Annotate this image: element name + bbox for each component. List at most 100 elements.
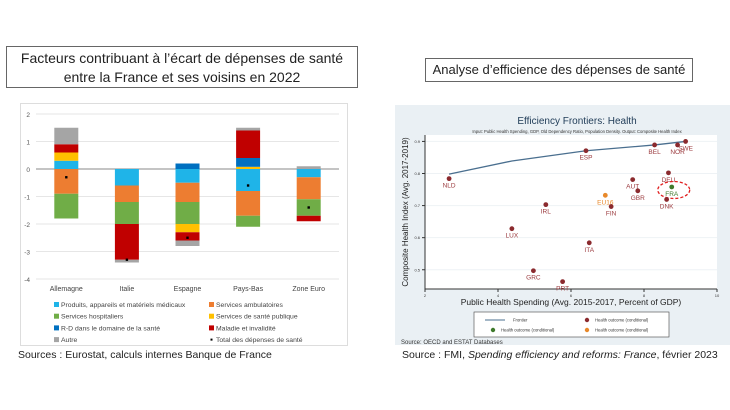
point-nld — [446, 176, 452, 182]
point-label: NOR — [670, 149, 685, 156]
total-marker — [65, 176, 68, 179]
point-label: BEL — [648, 149, 661, 156]
legend-swatch — [209, 325, 214, 331]
point-fra — [669, 184, 675, 190]
legend-swatch — [209, 313, 214, 319]
legend-swatch — [210, 338, 213, 341]
bar-segment — [54, 193, 79, 219]
point-label: LUX — [506, 233, 519, 240]
x-tick-label: 10 — [715, 293, 720, 298]
point-label: DEU — [662, 177, 676, 184]
bar-segment — [175, 182, 200, 202]
y-tick-label: -2 — [24, 222, 30, 229]
bar-segment — [236, 130, 261, 158]
bar-segment — [175, 232, 200, 241]
bar-segment — [54, 169, 79, 194]
legend-swatch — [54, 337, 59, 343]
bar-segment — [175, 224, 200, 233]
right-source-suffix: , février 2023 — [656, 349, 718, 361]
chart-source: Source: OECD and ESTAT Databases — [401, 340, 503, 345]
x-tick-label: Zone Euro — [292, 286, 325, 293]
y-tick-label: 0.8 — [414, 171, 420, 176]
y-tick-label: 0.9 — [414, 139, 420, 144]
legend-label: Services ambulatoires — [216, 302, 283, 309]
point-gbr — [635, 188, 641, 194]
legend-swatch — [209, 302, 214, 307]
bar-segment — [54, 144, 79, 153]
x-tick-label: Pays-Bas — [233, 286, 263, 293]
point-eu16 — [602, 192, 608, 198]
point-label: FRA — [665, 191, 679, 198]
highlight-circle — [657, 180, 691, 200]
bar-segment — [54, 127, 79, 145]
y-axis-label: Composite Health Index (Avg. 2017-2019) — [401, 137, 410, 287]
legend-label: Autre — [61, 337, 77, 344]
right-title: Analyse d’efficience des dépenses de san… — [425, 58, 693, 82]
bar-segment — [296, 177, 321, 200]
point-dnk — [664, 197, 670, 202]
point-label: DNK — [660, 203, 674, 210]
chart-subtitle: Input: Public Health Spending, GDP, Old … — [472, 129, 682, 134]
bar-segment — [54, 160, 79, 169]
bar-segment — [236, 127, 261, 131]
y-tick-label: -3 — [24, 250, 30, 257]
bar-segment — [114, 169, 139, 186]
point-label: SWE — [678, 145, 693, 152]
right-source-prefix: Source : FMI, — [402, 349, 468, 361]
legend-swatch — [54, 313, 59, 319]
legend-label: Health outcome (conditional) — [595, 328, 649, 333]
x-tick-label: 8 — [643, 293, 646, 298]
point-label: ITA — [584, 247, 594, 254]
point-label: NLD — [443, 183, 456, 190]
bar-segment — [54, 152, 79, 161]
point-fin — [608, 204, 614, 209]
point-label: PRT — [556, 286, 569, 293]
total-marker — [186, 236, 189, 239]
bar-segment — [175, 202, 200, 224]
y-tick-label: 0.5 — [414, 267, 420, 272]
bar-segment — [296, 166, 321, 169]
efficiency-frontier-chart: Efficiency Frontiers: Health Input: Publi… — [395, 105, 730, 346]
bar-segment — [114, 224, 139, 260]
bar-segment — [236, 158, 261, 167]
legend-label: Health outcome (conditional) — [595, 318, 649, 323]
chart-title: Efficiency Frontiers: Health — [517, 116, 636, 127]
point-irl — [543, 202, 549, 208]
point-lux — [509, 226, 515, 232]
legend-dot — [490, 327, 496, 333]
x-tick-label: Italie — [120, 286, 135, 293]
point-bel — [652, 142, 657, 148]
bar-segment — [236, 169, 261, 191]
x-tick-label: 2 — [424, 293, 427, 298]
legend-dot — [584, 327, 590, 333]
y-tick-label: -4 — [24, 277, 30, 284]
legend-label: Health outcome (conditional) — [501, 328, 555, 333]
point-grc — [531, 268, 536, 274]
total-marker — [246, 184, 250, 187]
x-tick-label: Allemagne — [50, 286, 83, 293]
right-source: Source : FMI, Spending efficiency and re… — [402, 349, 718, 361]
point-label: GRC — [526, 275, 541, 282]
legend-label: Frontier — [513, 318, 528, 323]
legend-label: Produits, appareils et matériels médicau… — [61, 302, 186, 309]
plot-area — [425, 135, 717, 289]
point-aut — [630, 177, 636, 182]
x-tick-label: 6 — [570, 293, 573, 298]
point-label: IRL — [541, 209, 552, 216]
legend-label: Services de santé publique — [216, 314, 298, 321]
bar-segment — [236, 215, 261, 227]
y-tick-label: 2 — [26, 112, 30, 119]
x-axis-label: Public Health Spending (Avg. 2015-2017, … — [461, 297, 682, 307]
point-ita — [586, 240, 592, 246]
legend-label: R-D dans le domaine de la santé — [61, 325, 160, 332]
bar-segment — [296, 215, 321, 222]
y-tick-label: 1 — [26, 140, 30, 147]
y-tick-label: 0.6 — [414, 235, 420, 240]
left-source: Sources : Eurostat, calculs internes Ban… — [18, 349, 272, 361]
point-prt — [560, 279, 566, 285]
point-swe — [683, 139, 689, 144]
total-marker — [307, 206, 310, 209]
x-tick-label: Espagne — [174, 286, 202, 293]
legend-swatch — [54, 325, 59, 331]
point-label: GBR — [631, 195, 645, 202]
